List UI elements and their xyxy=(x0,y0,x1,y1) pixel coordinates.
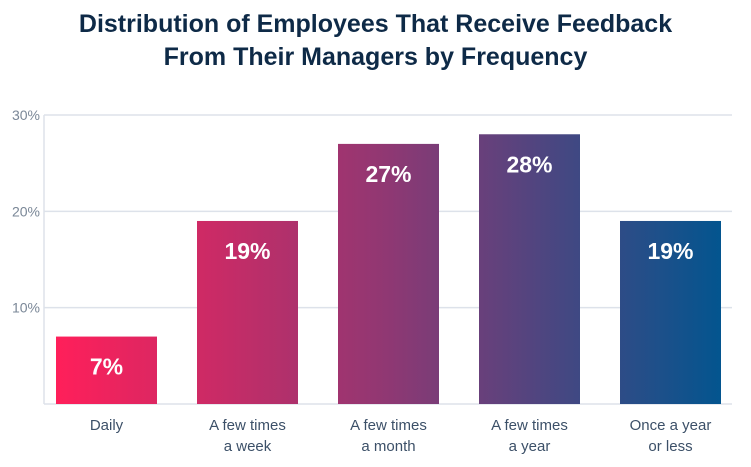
x-tick-label: a month xyxy=(361,438,415,455)
bar xyxy=(197,220,298,404)
bar xyxy=(338,143,439,404)
x-tick-label: a week xyxy=(224,438,272,455)
y-tick-label: 30% xyxy=(12,107,40,123)
data-label: 19% xyxy=(647,238,693,264)
x-tick-label: A few times xyxy=(209,417,286,434)
x-tick-label: Daily xyxy=(90,417,124,434)
x-tick-label: or less xyxy=(648,438,692,455)
bar xyxy=(479,134,580,404)
y-tick-label: 20% xyxy=(12,203,40,219)
data-label: 19% xyxy=(224,238,270,264)
bar xyxy=(56,336,157,404)
x-tick-label: A few times xyxy=(350,417,427,434)
chart-title-line-1: Distribution of Employees That Receive F… xyxy=(78,10,673,38)
x-tick-label: Once a year xyxy=(630,417,712,434)
bar xyxy=(620,220,721,404)
chart-title: Distribution of Employees That Receive F… xyxy=(0,8,751,74)
data-label: 28% xyxy=(506,151,552,177)
chart-title-line-2: From Their Managers by Frequency xyxy=(163,43,588,71)
x-tick-label: A few times xyxy=(491,417,568,434)
y-tick-label: 10% xyxy=(12,300,40,316)
data-label: 7% xyxy=(90,354,123,380)
x-tick-label: a year xyxy=(509,438,551,455)
data-label: 27% xyxy=(365,161,411,187)
